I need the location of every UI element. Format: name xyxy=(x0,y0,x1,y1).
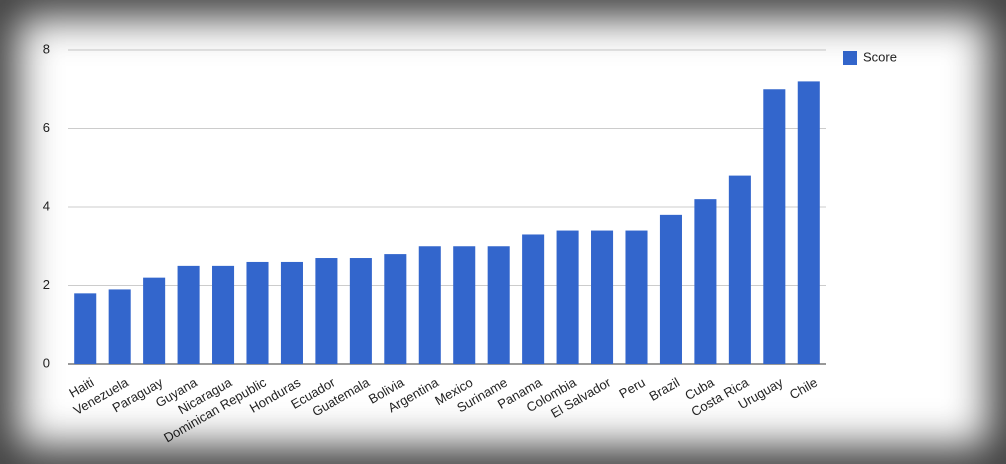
bar xyxy=(453,246,476,364)
bar xyxy=(212,265,235,364)
bar xyxy=(659,214,682,364)
bar xyxy=(763,89,786,364)
bar xyxy=(556,230,579,364)
bar xyxy=(728,175,751,364)
bar xyxy=(522,234,545,364)
bar xyxy=(108,289,131,364)
bar xyxy=(591,230,614,364)
y-tick-label: 6 xyxy=(43,120,50,135)
bar xyxy=(487,246,510,364)
bar xyxy=(315,258,338,364)
bar xyxy=(143,277,166,364)
y-tick-label: 0 xyxy=(43,355,50,370)
y-tick-label: 8 xyxy=(43,41,50,56)
y-tick-label: 4 xyxy=(43,198,50,213)
legend-swatch xyxy=(843,51,857,65)
bar xyxy=(246,261,269,364)
bar xyxy=(797,81,820,365)
bar xyxy=(625,230,648,364)
x-tick-label: Chile xyxy=(787,375,820,403)
bar xyxy=(280,261,303,364)
legend-label: Score xyxy=(863,49,897,64)
x-tick-label: Peru xyxy=(616,375,647,402)
bar xyxy=(349,258,372,364)
bar xyxy=(418,246,441,364)
bar xyxy=(384,254,407,364)
bar xyxy=(74,293,97,364)
y-tick-label: 2 xyxy=(43,277,50,292)
x-tick-label: Brazil xyxy=(647,375,683,404)
bar xyxy=(177,265,200,364)
bar xyxy=(694,199,717,364)
